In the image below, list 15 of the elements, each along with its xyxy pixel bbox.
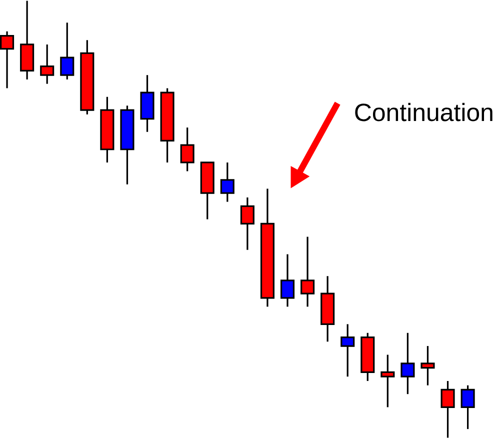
candlestick bbox=[280, 254, 295, 308]
candlestick bbox=[0, 30, 14, 90]
candlestick bbox=[60, 22, 74, 80]
candlestick bbox=[440, 380, 455, 439]
candlestick bbox=[40, 44, 54, 85]
candlestick bbox=[300, 236, 315, 308]
candlestick bbox=[400, 332, 415, 396]
annotation: Continuation bbox=[355, 103, 492, 122]
candlestick bbox=[460, 384, 475, 430]
candlestick bbox=[240, 196, 254, 251]
candlestick bbox=[220, 162, 234, 203]
candlestick bbox=[380, 354, 395, 408]
candlestick bbox=[340, 324, 355, 378]
candlestick bbox=[180, 126, 194, 172]
candlestick bbox=[420, 345, 435, 386]
